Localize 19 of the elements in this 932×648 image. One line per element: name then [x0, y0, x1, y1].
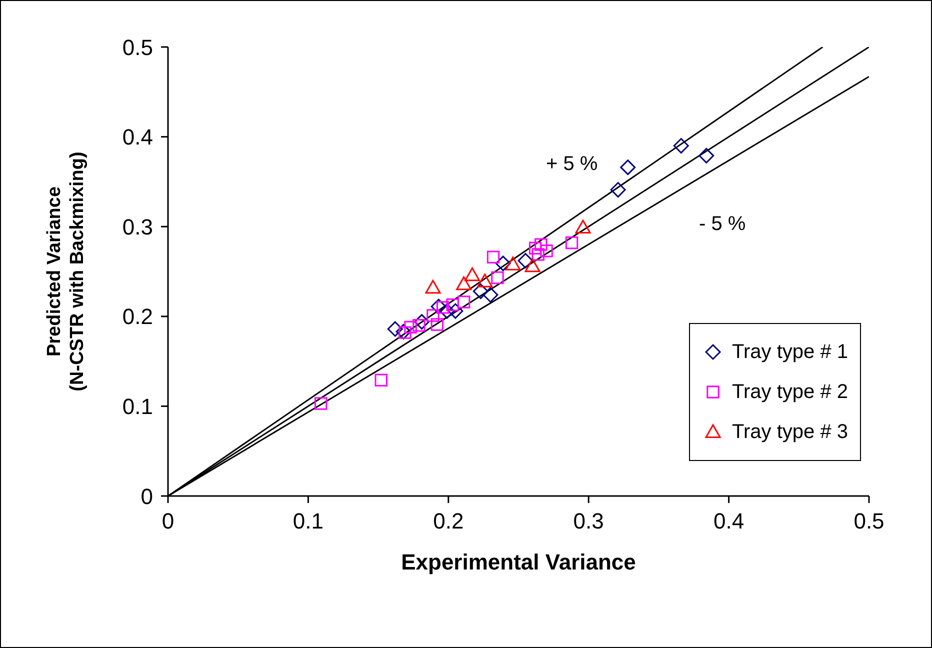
y-tick-label: 0.1 [122, 394, 153, 420]
x-tick-label: 0 [162, 508, 174, 534]
y-tick-label: 0.2 [122, 304, 153, 330]
legend-label: Tray type # 3 [732, 420, 848, 444]
y-tick-label: 0.3 [122, 214, 153, 240]
x-tick-label: 0.5 [854, 508, 884, 534]
annotation: - 5 % [699, 213, 746, 236]
legend-label: Tray type # 1 [732, 340, 848, 364]
x-tick-label: 0.4 [714, 508, 744, 534]
x-tick-label: 0.1 [292, 508, 324, 534]
x-tick-label: 0.3 [573, 508, 604, 534]
y-tick-label: 0.4 [122, 124, 153, 150]
y-tick-label: 0.5 [122, 34, 153, 60]
x-tick-label: 0.2 [433, 508, 464, 534]
y-tick-label: 0 [140, 484, 153, 509]
x-axis-title: Experimental Variance [401, 550, 636, 575]
legend-label: Tray type # 2 [732, 380, 848, 404]
annotation: + 5 % [546, 153, 598, 176]
y-axis-title: Predicted Variance (N-CSTR with Backmixing) [44, 152, 88, 392]
